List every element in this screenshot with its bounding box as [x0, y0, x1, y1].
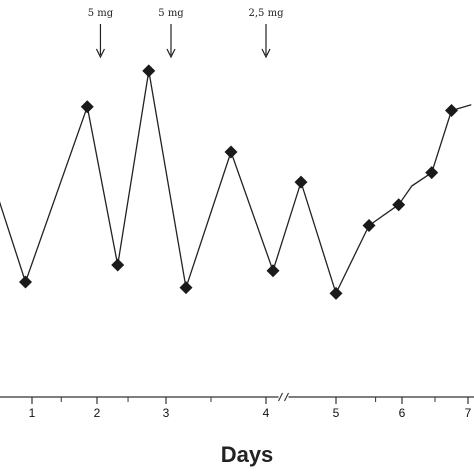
data-point-marker: [362, 218, 376, 232]
data-point-marker: [142, 64, 156, 78]
x-tick-label: 5: [333, 406, 340, 420]
data-point-marker: [224, 145, 238, 159]
axis-break-mark: [278, 392, 289, 402]
data-point-marker: [19, 275, 32, 289]
data-point-marker: [294, 175, 308, 189]
dose-label: 2,5 mg: [249, 8, 285, 19]
axis-break-slash: [278, 392, 283, 402]
axis-break-slash: [284, 392, 289, 402]
data-point-marker: [425, 166, 439, 180]
dose-arrow-head: [261, 48, 271, 59]
plot-area: 1 2 3 4 5 6 7: [0, 64, 474, 420]
data-point-marker: [445, 103, 458, 117]
data-point-marker: [392, 198, 406, 212]
series-markers: [19, 64, 458, 300]
dose-annotations: mg5 mg5 mg2,5 mg: [88, 8, 285, 59]
data-point-marker: [111, 258, 125, 272]
x-tick-label: 3: [163, 406, 170, 420]
x-tick-label: 6: [399, 406, 406, 420]
series-line: [0, 70, 472, 296]
dose-arrow-head: [166, 48, 176, 59]
dose-label: 5 mg: [88, 8, 114, 19]
dose-label: 5 mg: [158, 8, 184, 19]
x-axis-title: Days: [221, 442, 274, 467]
axis-break-gap: [278, 393, 289, 401]
data-point-marker: [329, 286, 343, 300]
x-tick-label: 2: [94, 406, 101, 420]
x-tick-label: 7: [465, 406, 472, 420]
x-axis-ticks: 1 2 3 4 5 6 7: [29, 397, 472, 420]
data-point-marker: [179, 281, 193, 295]
data-point-marker: [266, 264, 280, 278]
dose-arrow-head: [95, 48, 105, 59]
data-point-marker: [80, 100, 94, 114]
x-tick-label: 1: [29, 406, 36, 420]
x-tick-label: 4: [263, 406, 270, 420]
